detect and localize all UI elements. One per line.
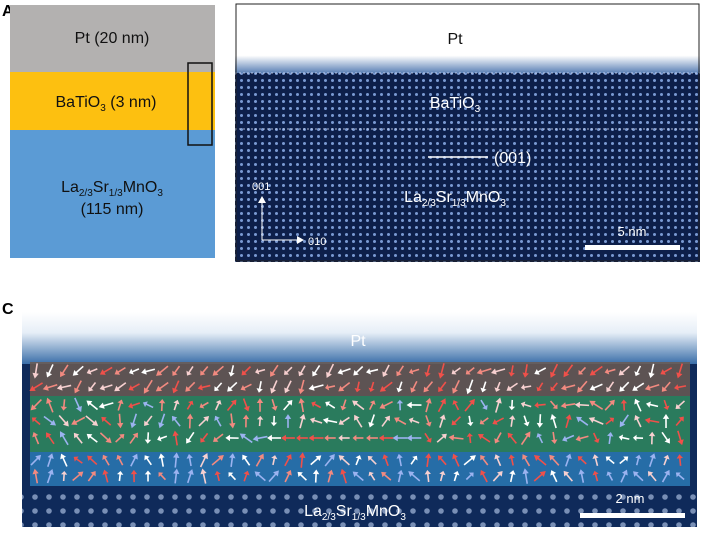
polarization-arrow [579,405,589,406]
text: BaTiO [430,95,475,112]
subscript: 2/3 [422,198,436,209]
pt-label: Pt [350,333,366,350]
text: MnO [123,179,158,196]
text: Sr [93,179,110,196]
polarization-arrow [428,474,429,482]
subscript: 1/3 [352,512,366,523]
text: La [304,503,322,520]
subscript: 3 [475,104,481,115]
schematic: Pt (20 nm) BaTiO3 (3 nm) La2/3Sr1/3MnO3 … [10,5,215,258]
text: Sr [336,503,353,520]
polarization-arrow [680,458,681,466]
scale-bar [580,513,685,518]
polarization-arrow [301,457,302,468]
polarization-arrow [470,436,471,443]
stem-image: Pt BaTiO3 (001) La2/3Sr1/3MnO3 001 010 5… [235,3,700,262]
polarization-arrow [511,419,512,427]
subscript: 3 [157,188,163,199]
pt-label: Pt [447,31,463,48]
pt-label: Pt (20 nm) [75,30,150,47]
axis-label: 001 [252,181,270,193]
polarization-arrow [119,474,120,481]
direction-label: (001) [494,150,531,167]
text: La [404,189,422,206]
scale-label: 5 nm [618,224,647,239]
text: MnO [466,189,501,206]
polarization-arrow [609,436,610,444]
subscript: 1/3 [109,188,123,199]
polarization-arrow [540,414,541,424]
polarization-arrow [260,419,261,426]
scale-bar [585,245,680,250]
subscript: 3 [500,198,506,209]
polarization-arrow [119,414,120,424]
pt-region [235,3,700,73]
polarization-arrow [175,457,176,468]
subscript: 2/3 [79,188,93,199]
subscript: 2/3 [322,512,336,523]
text: Sr [436,189,453,206]
scale-label: 2 nm [616,491,645,506]
layer-band [30,362,690,396]
thickness-label: (115 nm) [81,201,144,218]
text: La [61,179,79,196]
polarization-arrow [538,404,546,405]
subscript: 1/3 [452,198,466,209]
polarization-arrow [64,399,65,407]
text: BaTiO [56,94,101,111]
text: MnO [366,503,401,520]
subscript: 3 [400,512,406,523]
text: (3 nm) [106,94,157,111]
polarization-map: Pt La2/3Sr1/3MnO3 2 nm [22,312,697,527]
panel-label: C [2,301,14,318]
axis-label: 010 [308,236,326,248]
